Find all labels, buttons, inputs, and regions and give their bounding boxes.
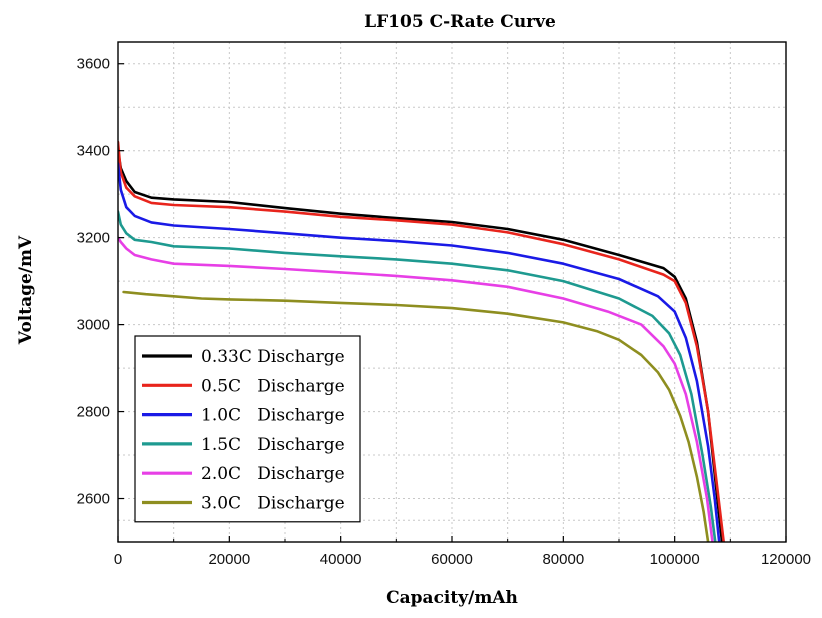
y-tick-label: 3200 (77, 230, 110, 247)
x-tick-label: 0 (114, 551, 122, 568)
series-line-1 (118, 140, 725, 542)
legend-label-1: 0.5C Discharge (201, 376, 345, 396)
x-tick-label: 60000 (431, 551, 473, 568)
x-tick-label: 40000 (320, 551, 362, 568)
legend-label-0: 0.33C Discharge (201, 347, 345, 367)
series-line-4 (118, 236, 714, 542)
y-tick-label: 3400 (77, 143, 110, 160)
legend-label-4: 2.0C Discharge (201, 464, 345, 484)
axes (117, 41, 787, 543)
x-axis-label: Capacity/mAh (386, 588, 518, 608)
tick-labels: 0 20000 40000 60000 80000 100000 120000 2600 280… (77, 56, 811, 568)
legend-box (134, 335, 361, 523)
legend-label-5: 3.0C Discharge (201, 494, 345, 514)
x-tick-label: 20000 (208, 551, 250, 568)
chart-title: LF105 C-Rate Curve (364, 12, 556, 32)
series-line-2 (118, 162, 721, 542)
y-tick-label: 2600 (77, 491, 110, 508)
y-tick-label: 3600 (77, 56, 110, 73)
legend: 0.33C Discharge 0.5C Discharge 1.0C Discha… (134, 335, 361, 523)
x-tick-label: 100000 (650, 551, 700, 568)
x-tick-label: 80000 (542, 551, 584, 568)
y-axis-label: Voltage/mV (16, 235, 36, 345)
legend-label-3: 1.5C Discharge (201, 435, 345, 455)
series-line-5 (122, 290, 710, 542)
series-line-3 (118, 210, 717, 542)
y-tick-label: 2800 (77, 404, 110, 421)
y-tick-label: 3000 (77, 317, 110, 334)
legend-label-2: 1.0C Discharge (201, 406, 345, 426)
series-lines (118, 140, 725, 542)
x-tick-label: 120000 (761, 551, 811, 568)
